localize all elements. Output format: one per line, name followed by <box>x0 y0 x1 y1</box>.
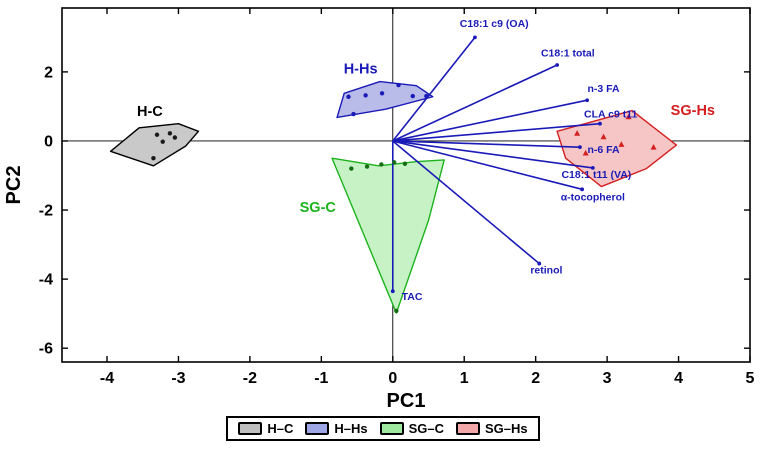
sample-point-sg-c <box>394 308 399 314</box>
loading-label: C18:1 c9 (OA) <box>460 18 529 30</box>
hull-h-hs <box>336 80 434 119</box>
sample-point-sg-c <box>379 162 384 167</box>
y-tick-label: -4 <box>39 272 53 289</box>
sample-point-sg-hs <box>618 141 625 147</box>
sample-point-h-c <box>167 131 173 136</box>
sample-point-h-hs <box>424 93 429 99</box>
loading-vector <box>392 140 580 148</box>
sample-point-h-hs <box>346 94 351 99</box>
loading-vector <box>392 140 593 169</box>
legend-row: H–C H–Hs SG–C SG–Hs <box>0 416 766 441</box>
y-tick-label: -2 <box>39 203 53 220</box>
legend-swatch-sg-hs <box>456 422 481 435</box>
loading-vector <box>392 122 601 142</box>
x-tick-label: 4 <box>674 370 683 387</box>
sample-point-sg-c <box>402 161 408 166</box>
sample-point-sg-hs <box>600 133 607 140</box>
sample-point-sg-hs <box>650 143 657 150</box>
loading-endpoint <box>390 289 395 294</box>
x-tick-label: -2 <box>243 370 257 387</box>
sample-point-h-hs <box>396 82 401 88</box>
group-label-h-hs: H-Hs <box>344 62 378 78</box>
x-tick-label: 3 <box>603 370 612 387</box>
loading-endpoint <box>537 261 542 266</box>
legend: H–C H–Hs SG–C SG–Hs <box>226 416 540 441</box>
sample-point-sg-hs <box>574 130 581 136</box>
loading-label: α-tocopherol <box>561 191 625 203</box>
sample-point-h-c <box>154 132 160 137</box>
legend-item-sg-hs: SG–Hs <box>456 421 528 436</box>
legend-label-h-hs: H–Hs <box>334 421 368 436</box>
x-tick-label: 1 <box>460 370 469 387</box>
sample-point-sg-c <box>392 160 397 165</box>
sample-point-sg-c <box>364 164 370 169</box>
legend-item-h-c: H–C <box>238 421 293 436</box>
y-axis-title: PC2 <box>3 166 25 205</box>
sample-point-h-hs <box>363 93 368 98</box>
legend-label-h-c: H–C <box>267 421 294 436</box>
loading-endpoint <box>578 145 582 150</box>
sample-point-h-c <box>172 135 178 140</box>
x-tick-label: 5 <box>746 370 755 387</box>
x-tick-label: 2 <box>531 370 540 387</box>
legend-swatch-h-hs <box>305 422 330 435</box>
x-tick-label: -1 <box>314 370 328 387</box>
legend-swatch-sg-c <box>379 422 404 435</box>
loading-endpoint <box>473 35 477 40</box>
x-tick-label: 0 <box>388 370 397 387</box>
loading-endpoint <box>598 121 602 126</box>
plot-border <box>61 7 751 363</box>
legend-item-sg-c: SG–C <box>379 421 445 436</box>
loading-label: n-6 FA <box>587 144 620 156</box>
loading-label: C18:1 total <box>541 47 595 59</box>
loading-label: retinol <box>530 265 562 277</box>
loading-label: n-3 FA <box>587 83 620 95</box>
x-axis-title: PC1 <box>387 390 426 412</box>
loading-endpoint <box>580 187 585 192</box>
hull-h-c <box>109 122 200 167</box>
loading-vector <box>392 140 540 265</box>
loading-label: CLA c9 t11 <box>584 108 637 120</box>
plot-canvas: C18:1 c9 (OA) C18:1 total n-3 FA CLA c9 t11… <box>3 7 755 412</box>
sample-point-h-hs <box>410 93 415 99</box>
y-tick-label: 2 <box>44 64 53 81</box>
sample-point-h-hs <box>351 111 356 117</box>
loading-endpoint <box>555 63 560 67</box>
y-tick-label: 0 <box>44 133 53 150</box>
loading-vector <box>392 64 558 142</box>
loading-vector <box>392 140 583 191</box>
loading-endpoint <box>590 166 595 170</box>
sample-point-sg-c <box>349 166 354 171</box>
sample-point-h-c <box>160 139 165 144</box>
group-label-sg-c: SG-C <box>300 200 337 216</box>
legend-swatch-h-c <box>238 422 263 435</box>
loading-label: TAC <box>402 291 423 303</box>
sample-point-sg-hs <box>582 149 589 156</box>
sample-point-h-c <box>151 156 156 161</box>
legend-label-sg-hs: SG–Hs <box>485 421 528 436</box>
x-tick-label: -3 <box>171 370 185 387</box>
group-label-h-c: H-C <box>137 104 163 120</box>
x-tick-label: -4 <box>100 370 114 387</box>
loading-vector <box>392 36 476 142</box>
loading-label: C18:1 t11 (VA) <box>561 169 631 181</box>
group-label-sg-hs: SG-Hs <box>671 103 715 119</box>
legend-label-sg-c: SG–C <box>408 421 445 436</box>
loading-vector <box>392 99 588 142</box>
loading-endpoint <box>585 98 590 103</box>
y-tick-label: -6 <box>39 341 53 358</box>
sample-point-h-hs <box>379 91 385 96</box>
sample-point-sg-hs <box>625 113 632 120</box>
legend-item-h-hs: H–Hs <box>305 421 368 436</box>
